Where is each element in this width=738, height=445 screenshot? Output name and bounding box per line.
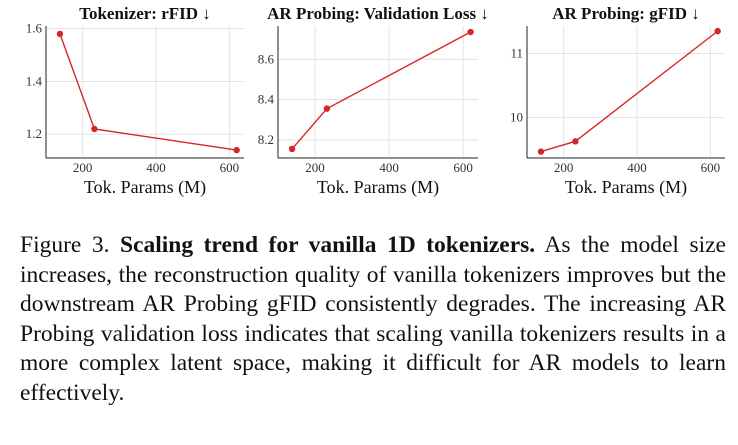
chart-title: AR Probing: Validation Loss ↓ (267, 4, 489, 23)
y-tick-label: 8.6 (258, 51, 275, 66)
data-point (233, 146, 240, 154)
caption-body: As the model size increases, the reconst… (20, 232, 726, 406)
data-point (323, 105, 331, 112)
data-point (572, 138, 579, 145)
chart-title: Tokenizer: rFID ↓ (79, 4, 211, 23)
data-point (56, 30, 64, 38)
chart-panel-2: AR Probing: Validation Loss ↓ 200 400 600 8.… (258, 4, 489, 198)
x-tick-label: 400 (379, 160, 399, 175)
data-point (714, 27, 721, 35)
x-tick-label: 400 (146, 160, 166, 175)
y-tick-label: 1.6 (26, 21, 43, 36)
chart-title: AR Probing: gFID ↓ (552, 4, 700, 23)
y-tick-label: 1.2 (26, 126, 42, 141)
x-tick-label: 600 (220, 160, 240, 175)
chart-panel-3: AR Probing: gFID ↓ 200 400 600 10 11 Tok. Para… (510, 4, 725, 198)
chart-panel-1: Tokenizer: rFID ↓ 200 400 600 1.2 1.4 1.6 Tok. … (26, 4, 244, 198)
caption-figure-label: Figure 3. (20, 232, 110, 258)
data-point (91, 125, 98, 133)
x-tick-label: 600 (701, 160, 721, 175)
data-point (467, 28, 474, 36)
series-line (59, 33, 237, 151)
figure-caption: Figure 3. Scaling trend for vanilla 1D t… (20, 231, 726, 408)
series-line (291, 31, 471, 150)
x-tick-label: 200 (73, 160, 93, 175)
x-tick-label: 200 (554, 160, 574, 175)
y-tick-label: 8.2 (258, 132, 274, 147)
x-axis-label: Tok. Params (M) (317, 177, 439, 198)
x-tick-label: 200 (305, 160, 325, 175)
series-line (540, 30, 719, 153)
x-tick-label: 600 (453, 160, 473, 175)
y-tick-label: 11 (510, 46, 523, 61)
data-point (537, 148, 545, 155)
y-tick-label: 1.4 (26, 73, 43, 88)
x-tick-label: 400 (627, 160, 647, 175)
figure-charts: Tokenizer: rFID ↓ 200 400 600 1.2 1.4 1.6 Tok. … (26, 4, 725, 198)
y-tick-label: 10 (510, 110, 523, 125)
y-tick-label: 8.4 (258, 92, 275, 107)
data-point (288, 145, 296, 153)
caption-bold-title: Scaling trend for vanilla 1D tokenizers. (119, 232, 536, 258)
x-axis-label: Tok. Params (M) (84, 177, 206, 198)
x-axis-label: Tok. Params (M) (565, 177, 687, 198)
